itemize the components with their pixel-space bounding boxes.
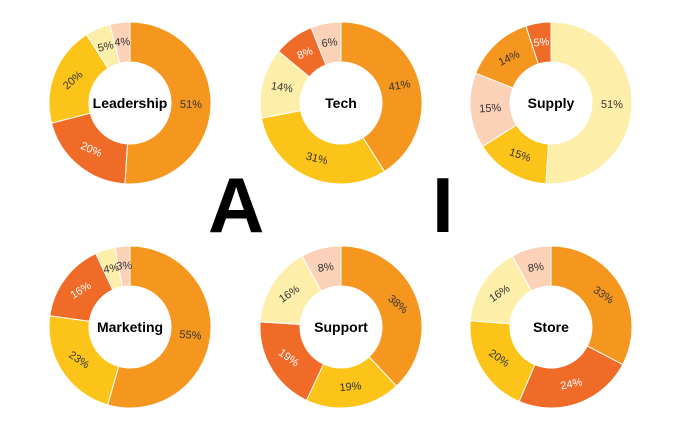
donut-leadership: 51%20%20%5% 4%Leadership (48, 21, 212, 185)
slice-label-tech-1: 31% (305, 150, 329, 167)
slice-label-store-4: 8% (527, 261, 545, 275)
donut-title-supply: Supply (528, 95, 575, 111)
slice-label-marketing-3: 4% (102, 262, 120, 277)
slice-tech-4 (310, 21, 342, 66)
donut-store: 33%24%20%16%8%Store (469, 245, 633, 409)
slice-label-store-1: 24% (559, 376, 583, 392)
slice-support-4 (301, 245, 342, 292)
slice-leadership-4 (109, 21, 131, 64)
slice-label-tech-4: 6% (321, 36, 338, 50)
slice-store-4 (511, 245, 552, 292)
donut-title-support: Support (314, 319, 368, 335)
big-letter-a: A (208, 161, 265, 249)
donut-supply: 51%15%15%14%5%Supply (469, 21, 633, 185)
slice-support-0 (340, 245, 423, 387)
slice-label-support-1: 19% (339, 380, 362, 394)
slice-label-leadership-3: 5% (97, 39, 116, 55)
donut-hole-tech (300, 62, 382, 144)
donut-support: 38%19%19%16%8%Support (259, 245, 423, 409)
slice-marketing-4 (114, 245, 131, 288)
donut-title-marketing: Marketing (97, 319, 163, 335)
big-letter-i: I (432, 161, 454, 249)
donut-title-leadership: Leadership (93, 95, 168, 111)
donut-hole-support (300, 286, 382, 368)
slice-label-marketing-0: 55% (179, 329, 202, 343)
slice-leadership-0 (124, 21, 212, 185)
slice-tech-1 (260, 110, 386, 185)
donut-title-tech: Tech (325, 95, 357, 111)
donut-hole-leadership (89, 62, 171, 144)
slice-tech-0 (340, 21, 423, 173)
slice-supply-0 (545, 21, 633, 185)
slice-label-marketing-4: 3% (116, 260, 133, 273)
donut-hole-supply (510, 62, 592, 144)
slice-label-tech-3: 8% (296, 45, 315, 62)
slice-label-leadership-0: 51% (180, 99, 202, 111)
donut-title-store: Store (533, 319, 569, 335)
slice-label-leadership-4: 4% (114, 36, 131, 49)
slice-store-1 (518, 345, 624, 409)
donut-marketing: 55%23%16%4%3%Marketing (48, 245, 212, 409)
slice-label-supply-4: 5% (533, 36, 550, 49)
slice-marketing-0 (107, 245, 212, 409)
slice-supply-4 (525, 21, 552, 65)
donut-tech: 41% 31% 14% 8% 6% Tech (259, 21, 423, 185)
slice-label-tech-0: 41% (388, 78, 412, 94)
donut-hole-marketing (89, 286, 171, 368)
slice-label-supply-2: 15% (479, 102, 502, 115)
slice-label-supply-0: 51% (601, 99, 623, 111)
donut-hole-store (510, 286, 592, 368)
slice-marketing-1 (48, 315, 120, 406)
slice-label-tech-2: 14% (270, 80, 294, 95)
slice-store-0 (550, 245, 633, 366)
slice-label-support-4: 8% (317, 261, 335, 275)
